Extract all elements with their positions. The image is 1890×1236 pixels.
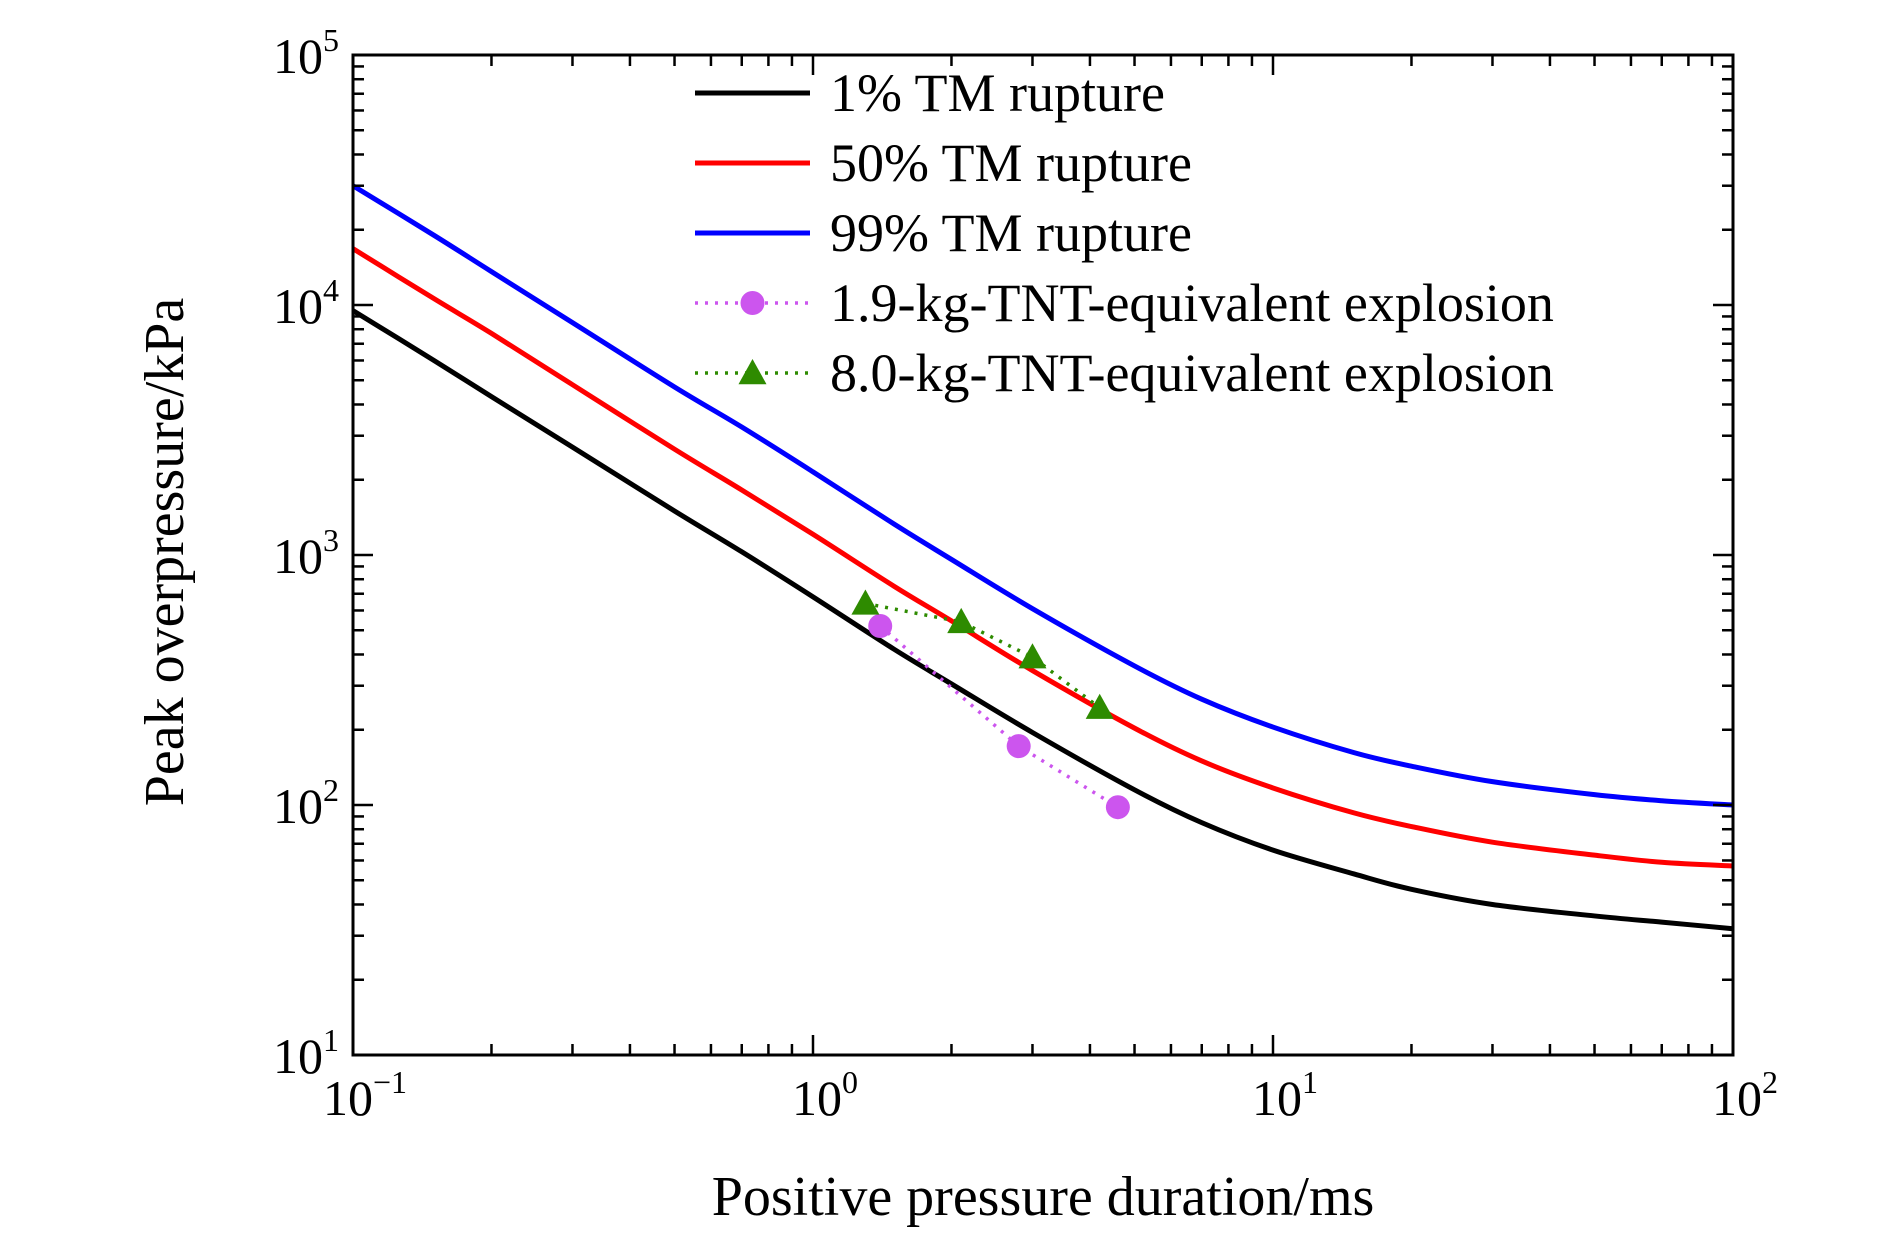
- series-line-4: [879, 624, 1119, 809]
- legend-label-5: 8.0-kg-TNT-equivalent explosion: [830, 343, 1554, 403]
- x-tick-label: 102: [1712, 1064, 1778, 1126]
- y-axis-title: Peak overpressure/kPa: [134, 298, 196, 807]
- series-line-3: [351, 183, 1734, 808]
- legend-label-2: 50% TM rupture: [830, 133, 1192, 193]
- legend-label-1: 1% TM rupture: [830, 63, 1165, 123]
- legend: 1% TM rupture 50% TM rupture 99% TM ruptur…: [695, 63, 1554, 403]
- y-tick-label: 102: [273, 772, 339, 834]
- series-5-point: [1085, 693, 1114, 719]
- y-tick-label: 103: [273, 522, 339, 584]
- x-tick-label: 101: [1252, 1064, 1318, 1126]
- axes-layer: 10−1 100 101 102 101 102 103 104 105: [273, 22, 1778, 1126]
- series-4-point: [1105, 795, 1130, 820]
- legend-label-3: 99% TM rupture: [830, 203, 1192, 263]
- x-axis-title: Positive pressure duration/ms: [712, 1166, 1375, 1228]
- series-4-point: [1006, 734, 1031, 759]
- legend-marker-5: [738, 359, 767, 385]
- y-tick-label: 101: [273, 1022, 339, 1084]
- series-layer: [351, 183, 1734, 932]
- series-5-point: [947, 607, 976, 634]
- x-tick-label: 10−1: [323, 1064, 407, 1126]
- series-line-1: [351, 308, 1734, 932]
- series-5-point: [1018, 643, 1047, 669]
- y-tick-label: 105: [273, 22, 339, 84]
- series-4-point: [868, 613, 893, 638]
- y-tick-label: 104: [273, 272, 339, 334]
- series-line-2: [351, 246, 1734, 869]
- x-tick-label: 100: [792, 1064, 858, 1126]
- series-5-point: [851, 589, 880, 615]
- legend-marker-4: [740, 291, 765, 315]
- legend-label-4: 1.9-kg-TNT-equivalent explosion: [830, 273, 1554, 333]
